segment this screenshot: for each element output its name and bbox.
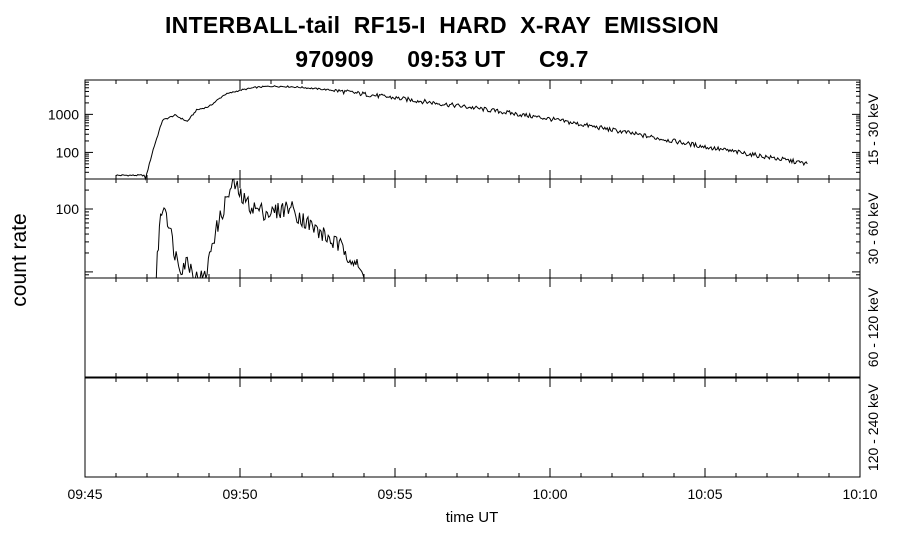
chart-title: INTERBALL-tail RF15-I HARD X-RAY EMISSIO… (164, 12, 720, 38)
panel-2-frame (84, 178, 861, 279)
panel-4-frame (84, 377, 861, 478)
x-tick-label: 10:00 (532, 486, 567, 502)
panel-2-series-line (155, 178, 365, 279)
panel-3-energy-label: 60 - 120 keV (865, 287, 881, 367)
panel-1-energy-label: 15 - 30 keV (865, 93, 881, 165)
panel-1-series-line (115, 85, 808, 181)
x-tick-label: 09:45 (67, 486, 102, 502)
panel-4-energy-label: 120 - 240 keV (865, 383, 881, 471)
panel-1-ytick-label: 1000 (48, 106, 79, 122)
chart-subtitle: 970909 09:53 UT C9.7 (295, 46, 589, 72)
panel-2-energy-label: 30 - 60 keV (865, 192, 881, 264)
panel-3-frame (84, 277, 861, 378)
panel-1-ytick-label: 100 (56, 144, 80, 160)
x-tick-label: 09:50 (222, 486, 257, 502)
x-tick-label: 10:10 (842, 486, 877, 502)
panel-1-frame (84, 79, 861, 180)
y-axis-label: count rate (8, 213, 31, 306)
x-axis-label: time UT (446, 509, 499, 526)
x-tick-label: 09:55 (377, 486, 412, 502)
panel-2-ytick-label: 100 (56, 201, 80, 217)
x-tick-label: 10:05 (687, 486, 722, 502)
